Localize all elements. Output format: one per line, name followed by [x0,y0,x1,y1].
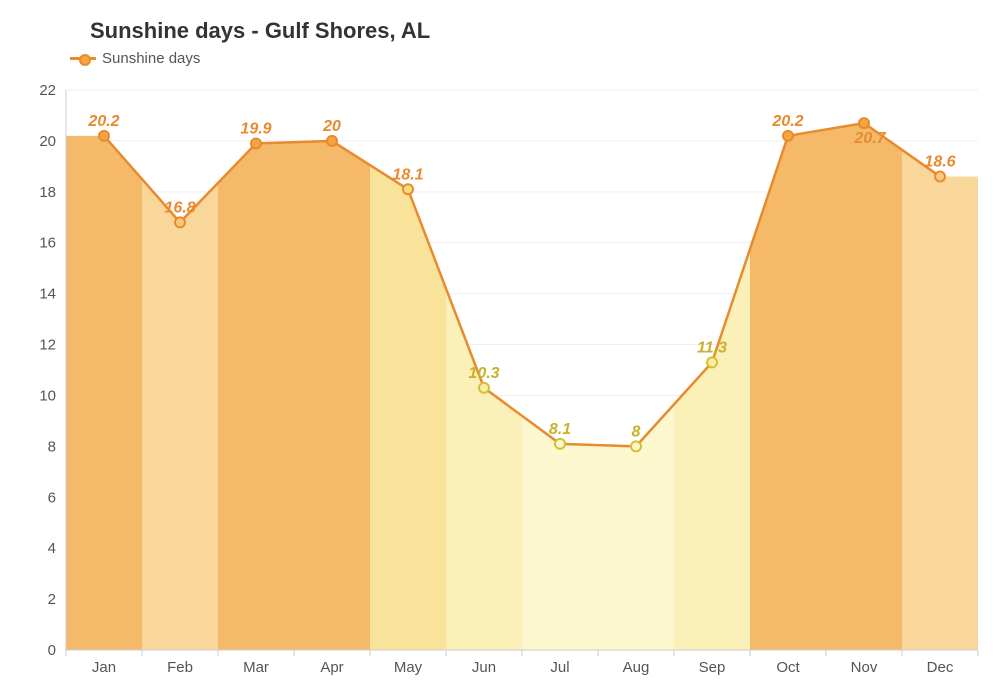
x-tick-label: Sep [699,659,726,676]
data-marker [175,217,185,227]
data-band [218,142,294,650]
data-label: 18.1 [392,166,423,183]
data-label: 20.2 [87,113,119,130]
data-marker [555,439,565,449]
x-tick-label: Dec [927,659,954,676]
legend-label: Sunshine days [102,50,200,67]
y-tick-label: 16 [39,235,56,252]
data-band [142,179,218,650]
y-tick-label: 12 [39,337,56,354]
data-band [902,150,978,650]
x-tick-label: Mar [243,659,269,676]
x-tick-label: Apr [320,659,343,676]
y-tick-label: 22 [39,82,56,99]
data-marker [707,357,717,367]
data-label: 18.6 [924,154,955,171]
data-marker [403,184,413,194]
data-label: 20 [322,118,341,135]
legend: Sunshine days [70,50,200,67]
chart-svg: 0 2 4 6 8 10 12 14 16 18 20 22 20.2 16.8 19.9 20 18.1 10.… [0,0,1000,700]
data-marker [327,136,337,146]
data-band [674,249,750,650]
data-band [446,289,522,650]
data-label: 19.9 [240,120,271,137]
data-label: 20.2 [771,113,803,130]
data-marker [631,441,641,451]
chart-container: Sunshine days - Gulf Shores, AL Sunshine… [0,0,1000,700]
data-marker [783,131,793,141]
y-tick-label: 4 [48,540,56,557]
data-band [370,165,446,650]
y-tick-label: 18 [39,184,56,201]
x-tick-label: Jun [472,659,496,676]
data-label: 16.8 [164,199,195,216]
x-tick-label: May [394,659,423,676]
data-band [294,141,370,650]
data-band [750,129,826,650]
x-tick-label: Nov [851,659,878,676]
y-tick-label: 10 [39,387,56,404]
x-tick-label: Jan [92,659,116,676]
legend-swatch [70,57,96,60]
y-tick-label: 14 [39,286,56,303]
y-tick-label: 6 [48,489,56,506]
x-tick-label: Oct [776,659,800,676]
data-marker [479,383,489,393]
data-label: 8 [632,423,641,440]
data-band [826,123,902,650]
x-tick-label: Feb [167,659,193,676]
x-tick-label: Jul [550,659,569,676]
data-label: 10.3 [468,365,499,382]
data-band [522,416,598,650]
y-tick-label: 8 [48,438,56,455]
data-marker [859,118,869,128]
chart-title: Sunshine days - Gulf Shores, AL [90,18,430,44]
data-marker [99,131,109,141]
legend-dot [79,54,91,66]
data-marker [251,138,261,148]
y-tick-label: 20 [39,133,56,150]
y-tick-label: 0 [48,642,56,659]
data-label: 11.3 [697,339,727,356]
y-tick-label: 2 [48,591,56,608]
data-marker [935,172,945,182]
data-label: 20.7 [853,130,886,147]
data-band [66,136,142,650]
x-tick-label: Aug [623,659,650,676]
data-label: 8.1 [549,421,571,438]
